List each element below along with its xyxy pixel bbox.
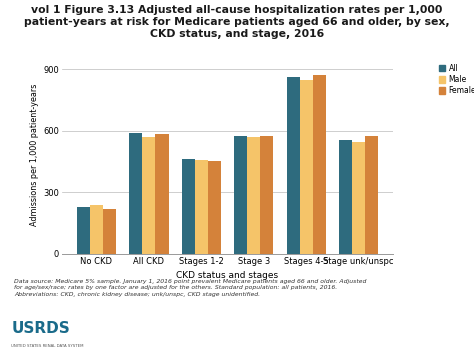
Bar — [155, 134, 168, 254]
X-axis label: CKD status and stages: CKD status and stages — [176, 271, 279, 280]
Bar — [182, 159, 195, 254]
Text: 2018 Annual Data Report: 2018 Annual Data Report — [173, 328, 301, 337]
Text: Data source: Medicare 5% sample. January 1, 2016 point prevalent Medicare patien: Data source: Medicare 5% sample. January… — [14, 279, 366, 297]
Bar — [313, 75, 326, 254]
Bar — [142, 137, 155, 254]
Bar — [260, 136, 273, 254]
Bar — [90, 204, 103, 254]
Bar — [300, 80, 313, 254]
Bar — [352, 142, 365, 254]
Bar — [234, 136, 247, 254]
Text: USRDS: USRDS — [11, 321, 70, 337]
Bar — [287, 77, 300, 254]
Bar — [103, 209, 116, 254]
Bar — [77, 207, 90, 254]
Legend: All, Male, Female: All, Male, Female — [436, 61, 474, 98]
Text: UNITED STATES RENAL DATA SYSTEM: UNITED STATES RENAL DATA SYSTEM — [11, 344, 84, 348]
Text: Volume 1 CKD, Chapter 3: Volume 1 CKD, Chapter 3 — [173, 340, 301, 349]
Bar — [208, 161, 221, 254]
Bar — [129, 133, 142, 254]
Text: 29: 29 — [446, 334, 459, 344]
Bar — [247, 137, 260, 254]
Y-axis label: Admissions per 1,000 patient-years: Admissions per 1,000 patient-years — [30, 84, 39, 226]
Text: vol 1 Figure 3.13 Adjusted all-cause hospitalization rates per 1,000
patient-yea: vol 1 Figure 3.13 Adjusted all-cause hos… — [24, 5, 450, 39]
Bar — [365, 136, 378, 254]
Bar — [339, 140, 352, 254]
Bar — [195, 160, 208, 254]
